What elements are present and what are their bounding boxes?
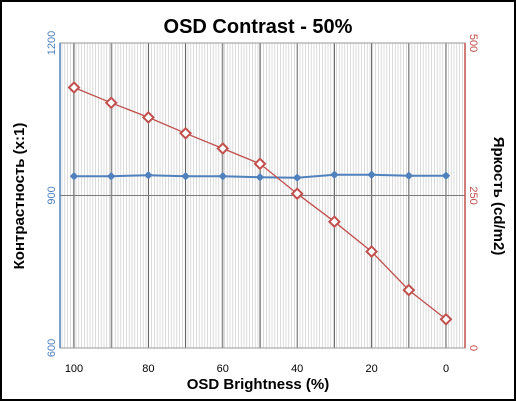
data-point xyxy=(141,110,155,124)
data-point xyxy=(67,81,81,94)
data-point xyxy=(292,173,302,182)
x-tick-label: 0 xyxy=(443,363,449,375)
data-point xyxy=(218,171,228,181)
data-point xyxy=(402,283,416,297)
data-point xyxy=(290,187,304,201)
plot-area: 100 80 60 40 20 0 600 900 1200 0 250 500 xyxy=(46,31,479,375)
chart-title: OSD Contrast - 50% xyxy=(164,16,353,38)
right-tick-label: 0 xyxy=(467,345,479,351)
x-tick-label: 60 xyxy=(217,363,229,375)
left-axis-title: Контрастность (x:1) xyxy=(11,123,28,270)
left-tick-label: 900 xyxy=(46,186,58,204)
data-point xyxy=(441,171,451,180)
data-point xyxy=(327,215,341,229)
x-tick-label: 40 xyxy=(291,363,303,375)
data-point xyxy=(367,170,376,179)
x-tick-label: 20 xyxy=(365,363,377,375)
data-point xyxy=(144,170,153,180)
x-axis-title: OSD Brightness (%) xyxy=(187,376,330,393)
data-point xyxy=(255,172,265,182)
right-axis-title: Яркость (cd/m2) xyxy=(490,137,507,256)
series-2 xyxy=(67,81,453,326)
x-tick-label: 100 xyxy=(65,363,83,375)
data-point xyxy=(179,126,193,140)
data-point xyxy=(330,170,339,179)
right-tick-label: 250 xyxy=(467,186,479,204)
data-point xyxy=(253,157,267,171)
data-point xyxy=(181,171,190,181)
data-point xyxy=(404,171,414,180)
series-1 xyxy=(69,170,451,182)
data-point xyxy=(106,171,116,181)
left-tick-label: 600 xyxy=(46,339,58,357)
data-point xyxy=(69,171,79,181)
right-tick-label: 500 xyxy=(467,34,479,52)
x-tick-label: 80 xyxy=(142,363,154,375)
data-point xyxy=(365,245,379,259)
left-tick-label: 1200 xyxy=(46,31,58,55)
data-point xyxy=(104,96,118,110)
data-point xyxy=(439,312,453,326)
data-point xyxy=(216,142,230,155)
